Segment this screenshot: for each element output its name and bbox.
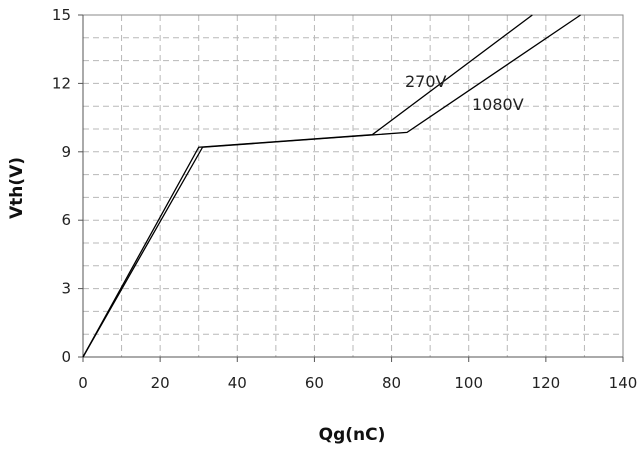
series-line-270v xyxy=(82,14,533,358)
y-tick-label: 6 xyxy=(61,211,71,229)
series-lines xyxy=(82,14,581,358)
series-line-1080v xyxy=(82,14,581,358)
x-tick-label: 60 xyxy=(305,374,324,392)
grid xyxy=(83,15,623,357)
y-tick-label: 3 xyxy=(61,280,71,298)
y-tick-label: 0 xyxy=(61,348,71,366)
x-tick-label: 20 xyxy=(151,374,170,392)
series-label-270v: 270V xyxy=(405,72,447,91)
y-axis-title: Vth(V) xyxy=(7,157,27,219)
x-axis-title: Qg(nC) xyxy=(319,425,386,445)
x-tick-label: 80 xyxy=(382,374,401,392)
y-tick-label: 9 xyxy=(61,143,71,161)
y-tick-label: 15 xyxy=(52,6,71,24)
x-tick-label: 40 xyxy=(228,374,247,392)
x-tick-label: 0 xyxy=(78,374,88,392)
axes xyxy=(78,14,624,362)
x-tick-label: 140 xyxy=(609,374,638,392)
y-tick-label: 12 xyxy=(52,74,71,92)
x-tick-label: 120 xyxy=(532,374,561,392)
x-tick-label: 100 xyxy=(454,374,483,392)
series-label-1080v: 1080V xyxy=(472,95,524,114)
tick-labels: 0 20 40 60 80 100 120 140 0 3 6 9 12 15 xyxy=(52,6,637,392)
